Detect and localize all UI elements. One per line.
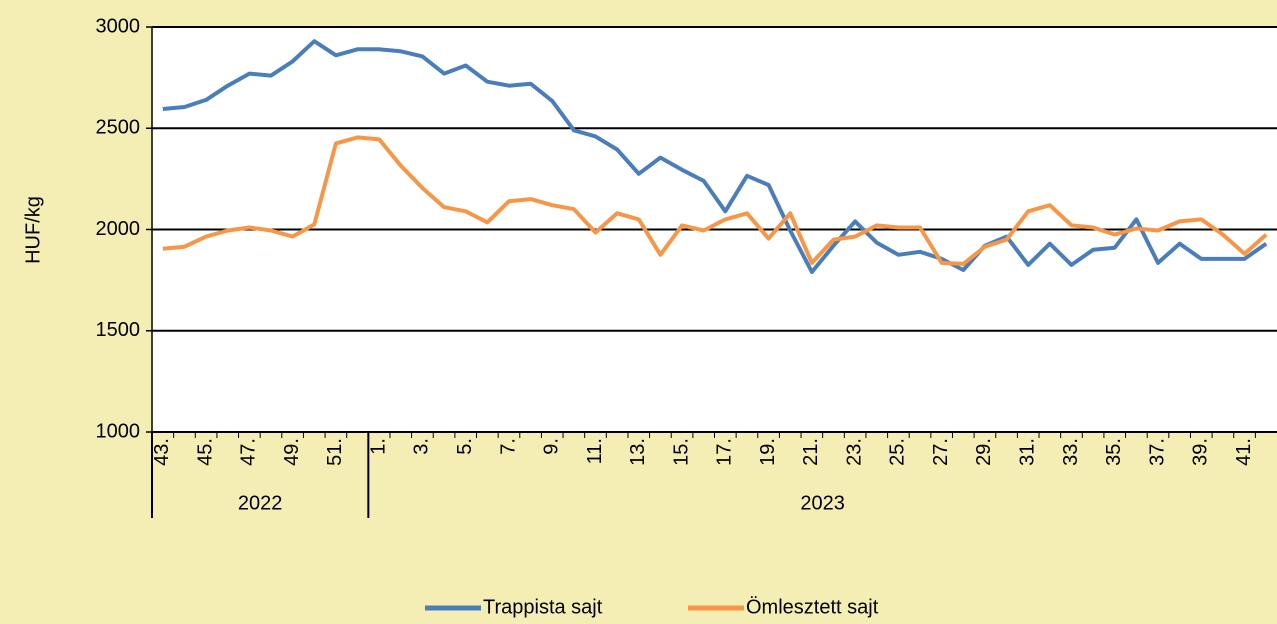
- series-line: [162, 39, 1268, 274]
- x-tick-label: 17.: [714, 438, 736, 466]
- legend-label: Trappista sajt: [483, 596, 603, 618]
- x-tick-label: 51.: [324, 438, 346, 466]
- x-tick-label: 43.: [151, 438, 173, 466]
- y-tick-label: 2000: [96, 218, 141, 240]
- x-tick-label: 5.: [454, 438, 476, 455]
- x-tick-label: 41.: [1233, 438, 1255, 466]
- x-tick-label: 29.: [973, 438, 995, 466]
- x-tick-label: 11.: [584, 438, 606, 464]
- x-tick-label: 9.: [541, 438, 563, 455]
- x-tick-label: 23.: [843, 438, 865, 466]
- x-tick-label: 25.: [887, 438, 909, 466]
- x-tick-label: 49.: [281, 438, 303, 466]
- x-tick-label: 1.: [367, 438, 389, 455]
- x-tick-label: 31.: [1016, 438, 1038, 466]
- y-axis-label: HUF/kg: [22, 196, 44, 264]
- x-tick-label: 15.: [670, 438, 692, 466]
- x-tick-label: 45.: [194, 438, 216, 466]
- x-tick-label: 39.: [1190, 438, 1212, 466]
- legend-label: Ömlesztett sajt: [746, 596, 879, 618]
- y-tick-label: 1000: [96, 420, 141, 442]
- x-tick-label: 21.: [800, 438, 822, 466]
- x-tick-label: 7.: [497, 438, 519, 455]
- x-tick-label: 19.: [757, 438, 779, 466]
- group-label: 2022: [238, 492, 283, 514]
- y-tick-label: 2500: [96, 117, 141, 139]
- x-tick-label: 37.: [1146, 438, 1168, 466]
- x-tick-label: 47.: [238, 438, 260, 466]
- series-line: [162, 135, 1268, 266]
- x-tick-label: 13.: [627, 438, 649, 466]
- x-tick-label: 27.: [930, 438, 952, 466]
- x-tick-label: 35.: [1103, 438, 1125, 466]
- x-tick-label: 3.: [411, 438, 433, 455]
- y-tick-label: 3000: [96, 15, 141, 37]
- group-label: 2023: [800, 492, 845, 514]
- x-tick-label: 33.: [1060, 438, 1082, 466]
- y-tick-label: 1500: [96, 319, 141, 341]
